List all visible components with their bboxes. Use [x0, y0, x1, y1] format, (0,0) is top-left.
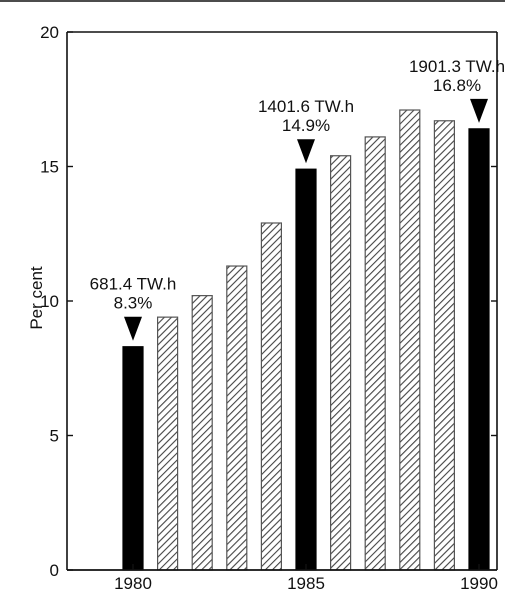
- y-tick-label: 0: [50, 561, 59, 580]
- annotation-energy-1985: 1401.6 TW.h: [258, 97, 354, 116]
- y-tick-label: 15: [40, 158, 59, 177]
- annotation-energy-1980: 681.4 TW.h: [90, 275, 177, 294]
- bar-1989: [433, 120, 455, 571]
- y-tick-label: 5: [50, 427, 59, 446]
- bar-1986: [330, 155, 352, 571]
- bar-1980: [122, 346, 144, 571]
- y-tick-label: 10: [40, 292, 59, 311]
- x-tick-label-1985: 1985: [287, 574, 325, 592]
- x-tick-label-1980: 1980: [114, 574, 152, 592]
- annotation-arrow-1980: [124, 316, 142, 341]
- bar-1988: [399, 109, 421, 571]
- y-axis: 0 5 10 15 20: [40, 23, 498, 580]
- annotation-arrow-1990: [470, 98, 488, 123]
- x-tick-label-1990: 1990: [460, 574, 498, 592]
- x-axis: 1980 1985 1990: [67, 564, 498, 592]
- bar-1983: [226, 265, 248, 571]
- y-tick-label: 20: [40, 23, 59, 42]
- bar-1987: [364, 136, 386, 571]
- bars: [122, 109, 490, 571]
- annotation-arrow-1985: [297, 139, 315, 164]
- annotation-percent-1985: 14.9%: [282, 116, 330, 135]
- y-axis-title: Per cent: [27, 266, 46, 330]
- bar-1985: [295, 168, 317, 571]
- bar-1990: [468, 128, 490, 571]
- annotations: 8.3%681.4 TW.h 14.9%1401.6 TW.h 16.8%1901.…: [90, 57, 505, 341]
- annotation-energy-1990: 1901.3 TW.h: [409, 57, 505, 76]
- bar-1982: [191, 295, 213, 571]
- annotation-percent-1980: 8.3%: [114, 294, 153, 313]
- bar-1984: [260, 222, 282, 571]
- annotation-percent-1990: 16.8%: [433, 76, 481, 95]
- bar-1981: [157, 316, 179, 571]
